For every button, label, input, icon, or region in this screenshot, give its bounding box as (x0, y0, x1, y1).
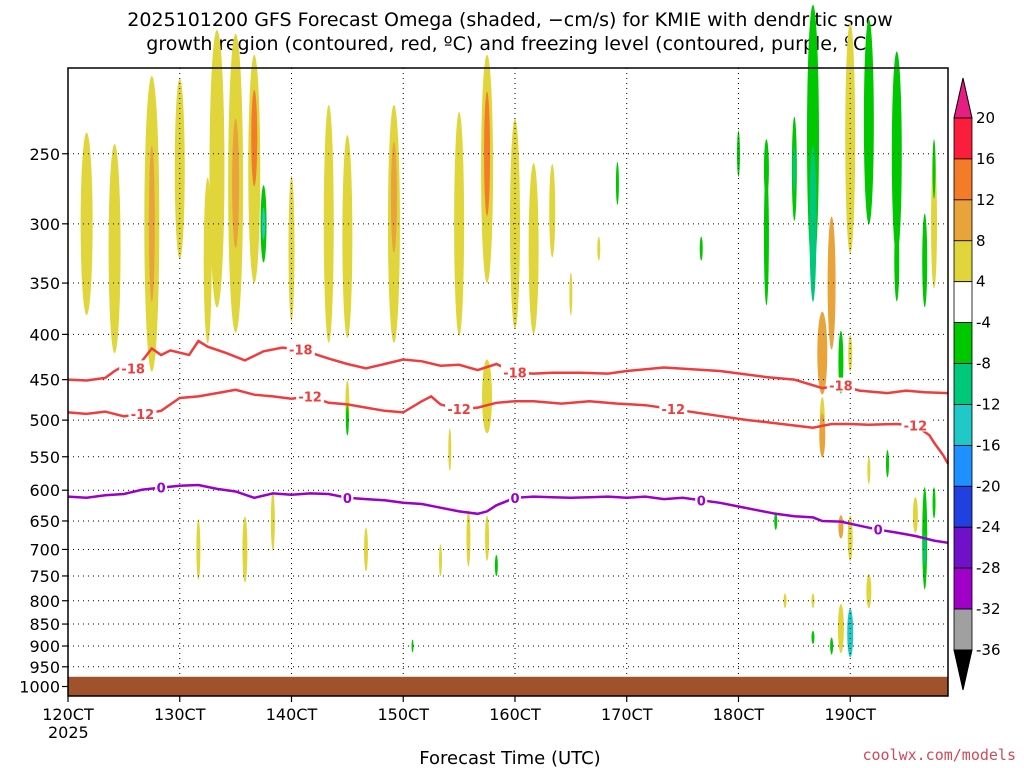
y-tick-label: 1000 (19, 678, 60, 697)
colorbar-swatch (953, 240, 973, 283)
contour-label-bg (155, 479, 168, 494)
contour-label: -18 (289, 343, 313, 358)
contour-label-bg (659, 401, 688, 416)
y-tick-label: 350 (29, 274, 60, 293)
x-axis-label: Forecast Time (UTC) (419, 748, 600, 768)
colorbar-bottom-arrow (953, 649, 973, 691)
colorbar-label: -28 (976, 559, 1001, 577)
colorbar-label: -20 (976, 477, 1001, 495)
x-tick-label: 180CT (713, 705, 765, 724)
colorbar-swatch (953, 404, 973, 446)
x-sublabel: 2025 (48, 723, 89, 742)
contour-label: -18 (503, 367, 527, 382)
contour-label-bg (296, 388, 325, 403)
x-tick-label: 160CT (489, 705, 541, 724)
contour-label: -18 (829, 380, 853, 395)
y-tick-label: 700 (29, 540, 60, 559)
contour-label-bg (508, 489, 521, 504)
chart-title-line1: 2025101200 GFS Forecast Omega (shaded, −… (127, 9, 892, 31)
colorbar: 20 16 12 8 4 -4 -8 -12 -16 -20 -24 -28 -32 -36 (953, 77, 1001, 691)
x-tick-label: 140CT (266, 705, 318, 724)
colorbar-label: -12 (976, 395, 1001, 413)
y-tick-label: 800 (29, 592, 60, 611)
credit-text: coolwx.com/models (862, 746, 1016, 764)
colorbar-label: -36 (976, 641, 1001, 659)
y-tick-label: 900 (29, 637, 60, 656)
contour-label: -12 (662, 403, 686, 418)
y-tick-label: 950 (29, 658, 60, 677)
omega-shading (80, 4, 938, 658)
colorbar-label: -24 (976, 518, 1001, 536)
y-tick-label: 850 (29, 615, 60, 634)
contour-label-bg (286, 341, 315, 356)
colorbar-label: 8 (976, 232, 986, 250)
y-tick-label: 500 (29, 411, 60, 430)
contour-label: -18 (121, 362, 145, 377)
colorbar-swatch (953, 567, 973, 610)
x-tick-label: 130CT (154, 705, 206, 724)
colorbar-swatch (953, 322, 973, 364)
x-tick-label: 190CT (824, 705, 876, 724)
ground-surface (68, 676, 948, 696)
contour-label: 0 (343, 492, 352, 507)
contour-label: 0 (697, 494, 706, 509)
colorbar-label: 12 (976, 191, 995, 209)
colorbar-swatch (953, 444, 973, 487)
plot-frame (67, 67, 949, 697)
contour-label: 0 (510, 492, 519, 507)
colorbar-top-arrow (953, 77, 973, 119)
contour-label-bg (500, 364, 529, 379)
contour-label-bg (341, 489, 354, 504)
grid-lines (67, 68, 948, 696)
contour-line (67, 339, 949, 395)
colorbar-label: -32 (976, 600, 1001, 618)
colorbar-label: 16 (976, 150, 995, 168)
contour-label-bg (872, 521, 885, 536)
x-tick-label: 150CT (377, 705, 429, 724)
colorbar-label: -8 (976, 355, 991, 373)
contour-label-bg (695, 492, 708, 507)
contour-label: -12 (298, 390, 322, 405)
colorbar-swatch (953, 485, 973, 528)
colorbar-swatch (953, 158, 973, 201)
y-tick-label: 750 (29, 567, 60, 586)
colorbar-label: 4 (976, 273, 986, 291)
x-axis: 120CT 130CT 140CT 150CT 160CT 170CT 180CT 190CT (42, 696, 876, 724)
contour-label: 0 (157, 482, 166, 497)
colorbar-label: -16 (976, 436, 1001, 454)
y-tick-label: 400 (29, 325, 60, 344)
y-tick-label: 250 (29, 145, 60, 164)
colorbar-swatch (953, 117, 973, 160)
colorbar-swatch (953, 363, 973, 405)
colorbar-swatch (953, 199, 973, 242)
contour-label: -12 (131, 408, 155, 423)
colorbar-swatch (953, 608, 973, 651)
ground-fill (68, 676, 948, 696)
contour-label: -12 (904, 419, 928, 434)
y-tick-label: 450 (29, 371, 60, 390)
contour-label: -12 (447, 403, 471, 418)
contour-label-bg (901, 417, 930, 432)
y-tick-label: 600 (29, 481, 60, 500)
contour-label-bg (826, 377, 855, 392)
chart-title-line2: growth region (contoured, red, ºC) and f… (146, 33, 873, 55)
colorbar-swatch (953, 281, 973, 324)
colorbar-swatch (953, 526, 973, 569)
contour-label-bg (119, 360, 148, 375)
y-tick-label: 550 (29, 448, 60, 467)
y-tick-label: 650 (29, 512, 60, 531)
contour-label: 0 (874, 524, 883, 539)
colorbar-label: -4 (976, 314, 991, 332)
contour-lines: -18 -18 -18 -18 -12 -12 -12 -12 -12 0 0 0 0 0 (67, 339, 950, 545)
y-tick-label: 300 (29, 215, 60, 234)
contour-label-bg (445, 401, 474, 416)
contour-label-bg (128, 405, 157, 420)
y-axis: 250 300 350 400 450 500 550 600 650 700 750 800 850 9… (19, 145, 68, 697)
colorbar-label: 20 (976, 109, 995, 127)
x-tick-label: 120CT (42, 705, 94, 724)
x-tick-label: 170CT (601, 705, 653, 724)
